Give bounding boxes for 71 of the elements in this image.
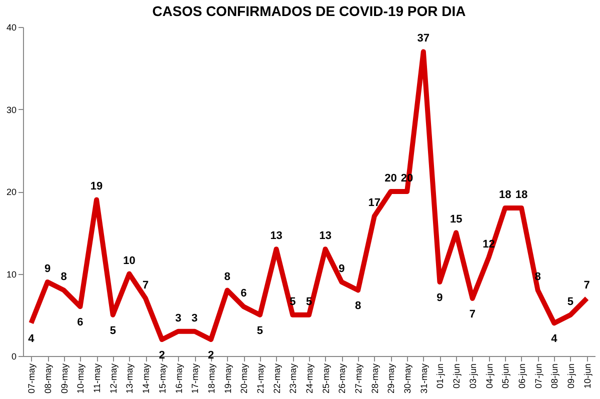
y-tick-label: 20 [6,187,16,197]
x-tick-label: 10-may [76,363,86,394]
data-label: 10 [123,254,136,267]
data-label: 18 [515,188,528,201]
data-label: 3 [175,312,182,324]
data-label: 2 [208,350,214,362]
x-tick-label: 29-may [386,363,396,394]
data-label: 5 [567,296,574,308]
data-label: 6 [240,288,247,300]
x-tick-label: 08-jun [550,364,560,389]
y-tick-label: 30 [6,104,16,115]
data-label: 7 [469,308,476,320]
data-label: 20 [384,172,397,184]
data-label: 13 [319,230,332,242]
x-tick-label: 03-jun [468,364,478,389]
x-tick-label: 04-jun [484,364,494,389]
data-label: 9 [44,262,51,275]
x-tick-label: 26-may [337,363,348,394]
x-tick-label: 07-jun [533,364,544,389]
data-label: 9 [338,262,345,275]
y-tick-label: 10 [6,269,16,280]
x-tick-label: 10-jun [582,364,592,389]
data-label: 4 [551,333,558,346]
data-label: 7 [584,279,590,292]
data-label: 6 [77,316,84,329]
x-tick-label: 09-may [59,363,70,394]
data-label: 8 [224,271,230,284]
x-tick-label: 28-may [370,363,380,394]
data-label: 9 [436,292,443,304]
x-tick-label: 09-jun [566,364,576,389]
data-label: 7 [142,279,149,292]
chart-title: CASOS CONFIRMADOS DE COVID-19 POR DIA [152,3,466,19]
x-tick-label: 18-may [206,363,216,394]
x-tick-label: 08-may [43,363,54,394]
x-tick-label: 05-jun [500,364,511,389]
x-tick-label: 15-may [157,363,168,394]
x-tick-label: 06-jun [516,364,527,389]
data-label: 5 [110,324,116,337]
data-label: 37 [417,32,430,45]
x-tick-label: 31-may [418,363,429,394]
x-tick-label: 19-may [222,363,233,394]
x-tick-label: 22-may [272,363,282,394]
data-label: 5 [256,324,264,337]
data-label: 19 [90,180,103,193]
data-label: 15 [450,214,462,226]
x-tick-label: 13-may [124,363,135,394]
x-tick-label: 02-jun [452,364,462,389]
x-tick-label: 11-may [92,363,102,393]
data-label: 4 [28,333,36,346]
x-tick-label: 30-may [402,363,413,394]
x-tick-label: 07-may [26,363,37,394]
data-label: 13 [270,230,282,242]
data-label: 8 [354,300,362,312]
x-tick-label: 01-jun [435,364,446,389]
x-tick-label: 25-may [320,363,331,394]
x-tick-label: 17-may [190,363,200,394]
x-tick-label: 27-may [354,363,364,394]
y-tick-label: 40 [6,22,16,32]
data-label: 17 [368,197,380,210]
y-tick-label: 0 [11,352,16,362]
data-label: 2 [158,350,165,362]
data-label: 8 [60,271,67,284]
x-tick-label: 12-may [108,363,118,394]
x-tick-label: 20-may [239,363,250,394]
x-tick-label: 21-may [255,363,266,394]
data-label: 3 [192,312,198,324]
x-tick-label: 24-may [304,363,314,394]
x-tick-label: 14-may [141,363,152,394]
data-label: 18 [498,188,512,201]
x-tick-label: 16-may [174,363,184,394]
x-tick-label: 23-may [288,363,298,394]
